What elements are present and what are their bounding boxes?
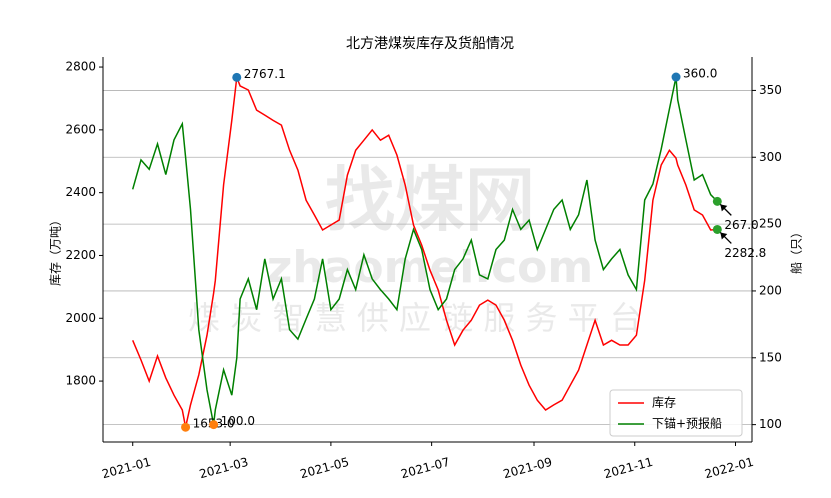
annotation-label: 100.0 <box>221 414 255 428</box>
y-tick-label: 1800 <box>65 374 96 388</box>
y-tick-label: 2800 <box>65 60 96 74</box>
x-tick-label: 2022-01 <box>703 455 755 482</box>
watermark-text: 找煤网 <box>325 159 535 241</box>
annotation-point <box>232 72 242 82</box>
watermark-text: 煤 炭 智 慧 供 应 链 服 务 平 台 <box>188 299 642 337</box>
x-tick-label: 2021-03 <box>198 455 250 482</box>
annotation-label: 2282.8 <box>724 246 766 260</box>
annotation-point <box>209 420 219 430</box>
watermark: 找煤网 zhaomei.com 煤 炭 智 慧 供 应 链 服 务 平 台 <box>188 159 642 337</box>
x-tick-label: 2021-05 <box>299 455 351 482</box>
watermark-text: zhaomei.com <box>267 242 594 293</box>
legend-label: 库存 <box>652 395 676 410</box>
y-tick-label: 2400 <box>65 185 96 199</box>
series-line <box>131 76 718 425</box>
annotation-label: 360.0 <box>683 67 717 81</box>
y2-tick-label: 350 <box>759 83 782 97</box>
x-tick-label: 2021-01 <box>100 455 152 482</box>
y-tick-label: 2200 <box>65 248 96 262</box>
annotation-point <box>712 196 722 206</box>
y-tick-label: 2600 <box>65 122 96 136</box>
annotation-arrowhead <box>720 232 728 240</box>
x-tick-label: 2021-11 <box>602 455 654 482</box>
y-axis-label: 库存（万吨） <box>48 214 63 286</box>
y-tick-label: 2000 <box>65 311 96 325</box>
legend-label: 下锚+预报船 <box>652 416 722 431</box>
chart-title: 北方港煤炭库存及货船情况 <box>346 35 514 52</box>
y2-tick-label: 100 <box>759 417 782 431</box>
y2-tick-label: 200 <box>759 283 782 297</box>
series-line <box>132 77 718 428</box>
y2-tick-label: 250 <box>759 217 782 231</box>
annotation-label: 267.0 <box>724 218 758 232</box>
annotation-point <box>712 224 722 234</box>
y2-tick-label: 300 <box>759 150 782 164</box>
y2-tick-label: 150 <box>759 350 782 364</box>
y2-axis-label: 船（只） <box>790 226 804 274</box>
annotation-point <box>181 422 191 432</box>
annotation-arrowhead <box>720 204 728 212</box>
annotation-label: 2767.1 <box>244 67 286 81</box>
x-tick-label: 2021-09 <box>502 455 554 482</box>
annotation-point <box>671 72 681 82</box>
x-tick-label: 2021-07 <box>399 455 451 482</box>
